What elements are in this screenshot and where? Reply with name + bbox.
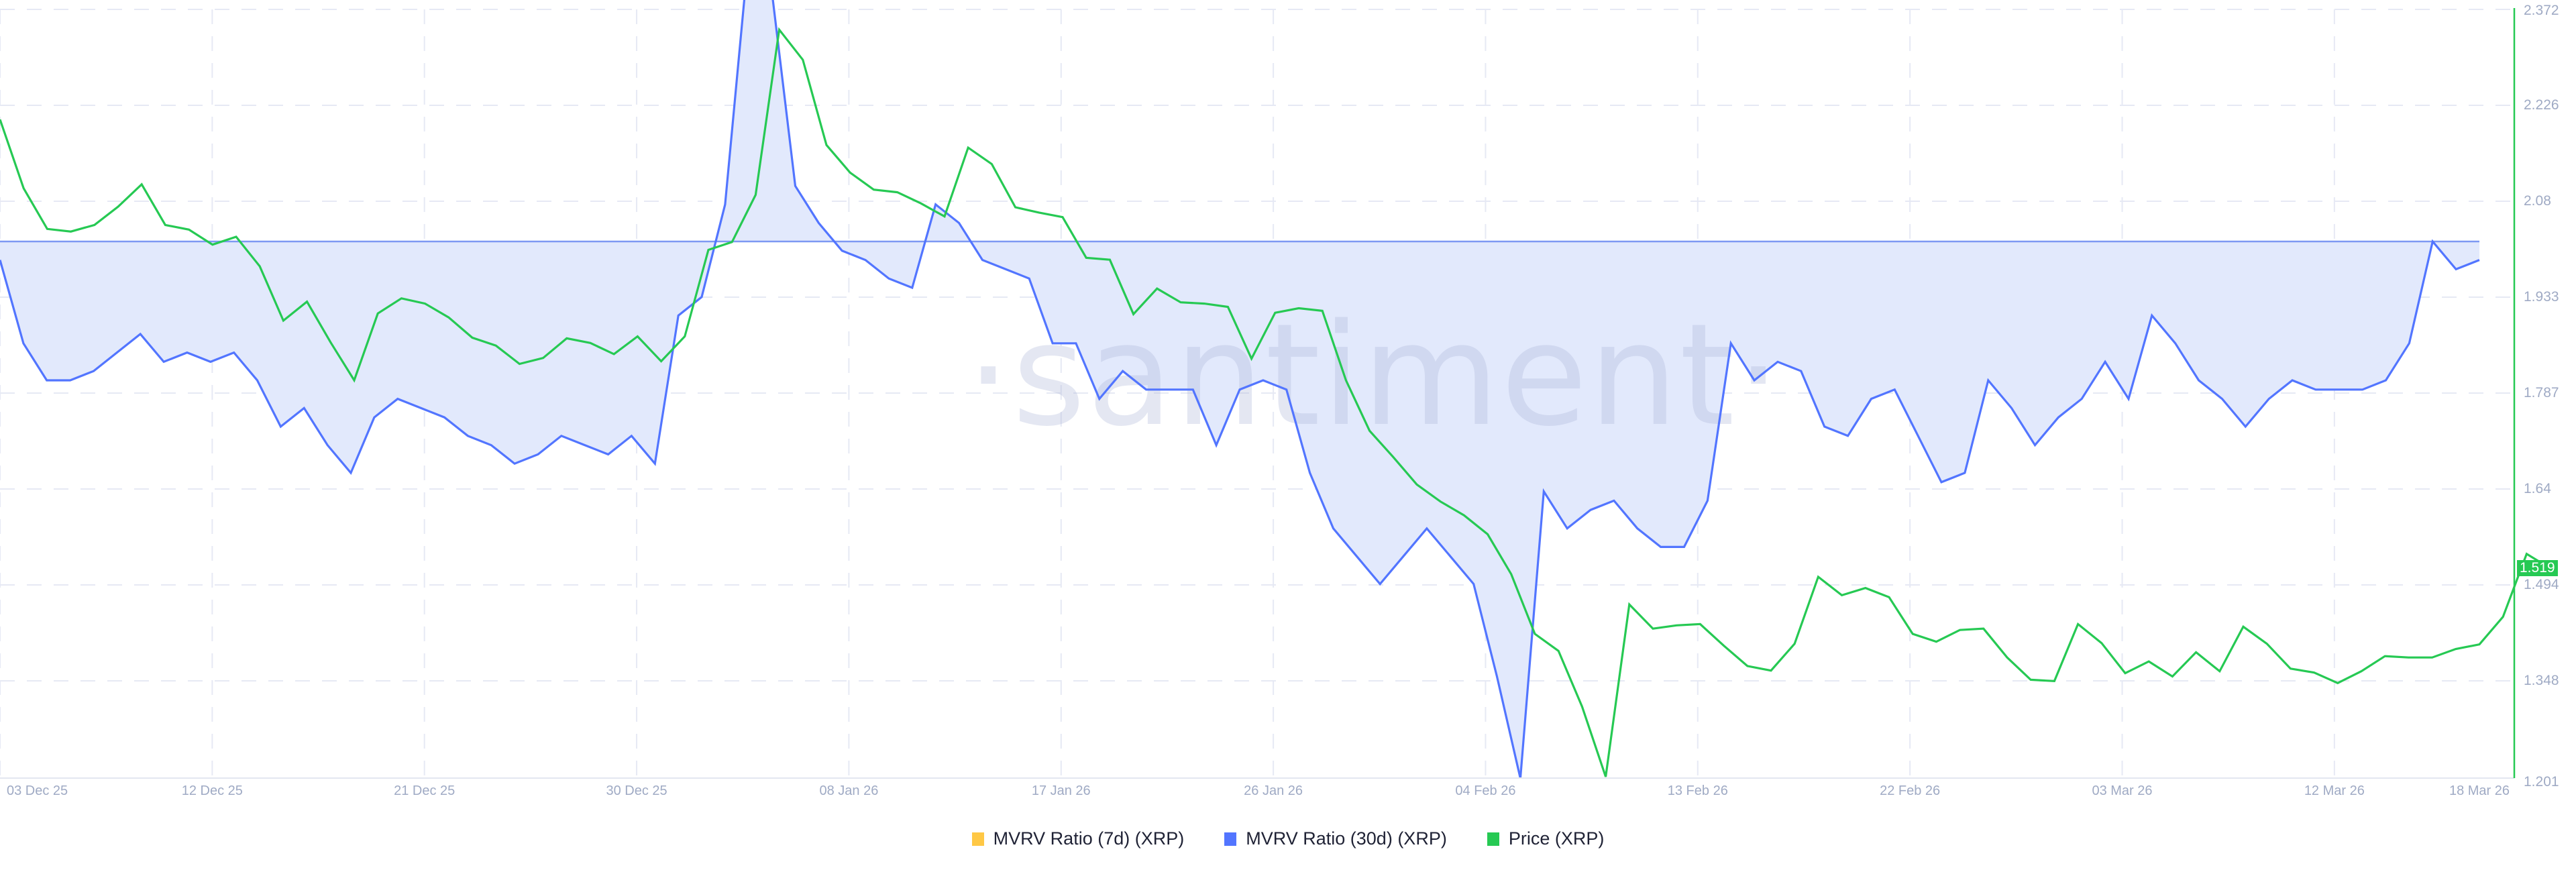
mvrv-30d-swatch-icon [1224,832,1237,846]
y-tick-label: 2.08 [2524,193,2551,209]
y-tick-label: 1.64 [2524,481,2551,496]
y-tick-label: 2.372 [2524,3,2559,18]
santiment-watermark: ·santiment· [966,293,1782,457]
x-tick-label: 13 Feb 26 [1667,783,1728,798]
x-tick-label: 17 Jan 26 [1031,783,1091,798]
x-tick-label: 22 Feb 26 [1880,783,1941,798]
last-price-badge: 1.519 [2517,560,2558,576]
y-tick-label: 1.494 [2524,577,2559,592]
price-line[interactable] [0,27,2551,777]
y-tick-label: 1.348 [2524,673,2559,688]
legend-label: Price (XRP) [1508,828,1605,849]
y-tick-label: 1.787 [2524,385,2559,400]
legend-label: MVRV Ratio (7d) (XRP) [993,828,1185,849]
legend-item-mvrv-7d[interactable]: MVRV Ratio (7d) (XRP) [971,828,1185,849]
x-tick-label: 26 Jan 26 [1244,783,1303,798]
x-tick-label: 21 Dec 25 [394,783,455,798]
x-tick-label: 04 Feb 26 [1455,783,1516,798]
legend-item-mvrv-30d[interactable]: MVRV Ratio (30d) (XRP) [1224,828,1447,849]
x-tick-label: 03 Mar 26 [2092,783,2153,798]
x-tick-label: 12 Dec 25 [181,783,243,798]
x-tick-label: 30 Dec 25 [606,783,667,798]
y-tick-label: 1.201 [2524,774,2559,789]
mvrv-30d-line[interactable] [0,0,2480,779]
y-tick-label: 1.933 [2524,289,2559,305]
x-tick-label: 03 Dec 25 [7,783,68,798]
x-tick-label: 08 Jan 26 [819,783,879,798]
x-tick-label: 18 Mar 26 [2449,783,2510,798]
legend-label: MVRV Ratio (30d) (XRP) [1246,828,1447,849]
x-tick-label: 12 Mar 26 [2304,783,2365,798]
legend-item-price[interactable]: Price (XRP) [1487,828,1605,849]
mvrv-7d-swatch-icon [971,832,984,846]
price-swatch-icon [1487,832,1499,846]
legend: MVRV Ratio (7d) (XRP) MVRV Ratio (30d) (… [0,828,2576,849]
y-tick-label: 2.226 [2524,97,2559,113]
